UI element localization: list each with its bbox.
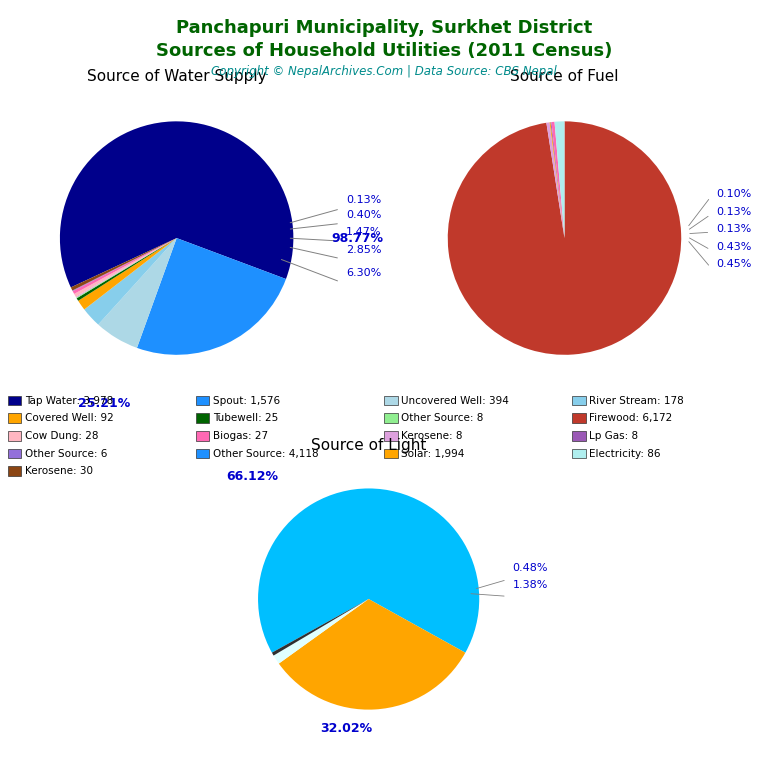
Wedge shape (279, 599, 465, 710)
Text: Other Source: 4,118: Other Source: 4,118 (214, 449, 319, 458)
Text: Firewood: 6,172: Firewood: 6,172 (590, 413, 673, 423)
Text: Kerosene: 8: Kerosene: 8 (402, 431, 463, 441)
Wedge shape (273, 599, 369, 664)
Text: 0.40%: 0.40% (346, 210, 381, 220)
Text: 0.43%: 0.43% (717, 242, 752, 252)
Wedge shape (98, 238, 177, 348)
Text: 1.38%: 1.38% (512, 580, 548, 590)
Wedge shape (258, 488, 479, 653)
Wedge shape (84, 238, 177, 325)
Bar (196, 431, 210, 441)
Wedge shape (72, 238, 177, 291)
Bar (572, 449, 586, 458)
Text: Tap Water: 3,978: Tap Water: 3,978 (25, 396, 113, 406)
Bar (8, 466, 22, 476)
Text: 0.13%: 0.13% (717, 207, 751, 217)
Bar (384, 396, 398, 406)
Text: Panchapuri Municipality, Surkhet District: Panchapuri Municipality, Surkhet Distric… (176, 19, 592, 37)
Wedge shape (551, 122, 564, 238)
Text: Biogas: 27: Biogas: 27 (214, 431, 268, 441)
Text: Spout: 1,576: Spout: 1,576 (214, 396, 280, 406)
Text: 32.02%: 32.02% (320, 722, 372, 735)
Text: 0.13%: 0.13% (717, 224, 751, 234)
Wedge shape (76, 238, 177, 298)
Wedge shape (77, 238, 177, 301)
Text: 0.13%: 0.13% (346, 195, 381, 205)
Wedge shape (74, 238, 177, 296)
Wedge shape (554, 121, 564, 238)
Text: Kerosene: 30: Kerosene: 30 (25, 466, 93, 476)
Text: Other Source: 8: Other Source: 8 (402, 413, 484, 423)
Text: Electricity: 86: Electricity: 86 (590, 449, 661, 458)
Text: River Stream: 178: River Stream: 178 (590, 396, 684, 406)
Text: Other Source: 6: Other Source: 6 (25, 449, 108, 458)
Wedge shape (60, 121, 293, 287)
Text: Uncovered Well: 394: Uncovered Well: 394 (402, 396, 509, 406)
Text: Cow Dung: 28: Cow Dung: 28 (25, 431, 98, 441)
Text: Covered Well: 92: Covered Well: 92 (25, 413, 114, 423)
Bar (196, 413, 210, 423)
Wedge shape (71, 238, 177, 290)
Bar (384, 413, 398, 423)
Bar (8, 449, 22, 458)
Bar (8, 396, 22, 406)
Text: 0.45%: 0.45% (717, 260, 752, 270)
Text: 1.47%: 1.47% (346, 227, 382, 237)
Title: Source of Fuel: Source of Fuel (510, 69, 619, 84)
Bar (8, 431, 22, 441)
Wedge shape (550, 122, 564, 238)
Wedge shape (76, 238, 177, 297)
Bar (572, 413, 586, 423)
Bar (196, 396, 210, 406)
Text: Tubewell: 25: Tubewell: 25 (214, 413, 279, 423)
Bar (384, 449, 398, 458)
Text: Copyright © NepalArchives.Com | Data Source: CBS Nepal: Copyright © NepalArchives.Com | Data Sou… (211, 65, 557, 78)
Bar (572, 431, 586, 441)
Text: 98.77%: 98.77% (332, 232, 383, 244)
Text: Solar: 1,994: Solar: 1,994 (402, 449, 465, 458)
Text: 66.12%: 66.12% (227, 470, 279, 483)
Title: Source of Water Supply: Source of Water Supply (87, 69, 266, 84)
Bar (8, 413, 22, 423)
Bar (196, 449, 210, 458)
Wedge shape (546, 122, 564, 238)
Wedge shape (73, 238, 177, 294)
Wedge shape (448, 121, 681, 355)
Text: 0.48%: 0.48% (512, 564, 548, 574)
Bar (572, 396, 586, 406)
Text: 2.85%: 2.85% (346, 245, 382, 255)
Wedge shape (551, 122, 564, 238)
Wedge shape (137, 238, 286, 355)
Wedge shape (272, 599, 369, 656)
Title: Source of Light: Source of Light (311, 438, 426, 452)
Wedge shape (78, 238, 177, 310)
Text: Lp Gas: 8: Lp Gas: 8 (590, 431, 639, 441)
Text: 0.10%: 0.10% (717, 189, 751, 199)
Bar (384, 431, 398, 441)
Text: 6.30%: 6.30% (346, 268, 381, 278)
Text: 25.21%: 25.21% (78, 397, 130, 410)
Text: Sources of Household Utilities (2011 Census): Sources of Household Utilities (2011 Cen… (156, 42, 612, 60)
